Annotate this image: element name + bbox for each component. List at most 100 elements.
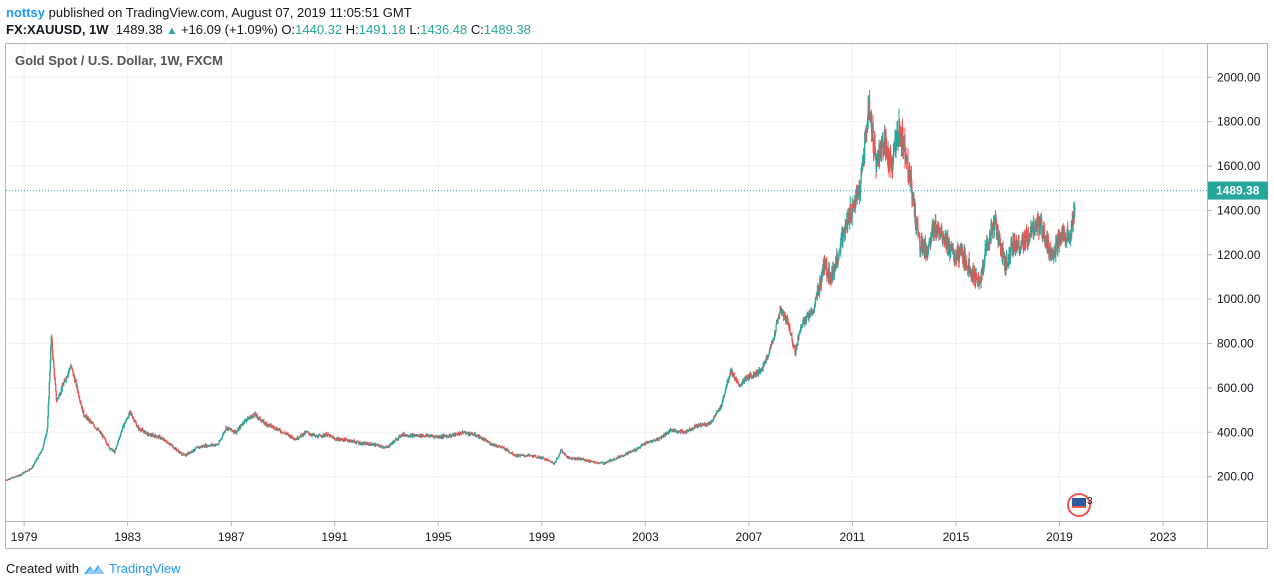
candle-body bbox=[196, 447, 198, 449]
candle-body bbox=[473, 433, 475, 436]
candle-body bbox=[444, 435, 446, 437]
candle-body bbox=[219, 440, 221, 442]
candle-body bbox=[896, 128, 899, 134]
candle-body bbox=[372, 443, 374, 445]
candle-body bbox=[1007, 257, 1010, 265]
author-name[interactable]: nottsy bbox=[6, 5, 45, 20]
tradingview-brand[interactable]: TradingView bbox=[108, 561, 181, 576]
candle-body bbox=[139, 429, 141, 431]
candle-body bbox=[558, 453, 561, 456]
candle-body bbox=[290, 435, 292, 438]
candle-body bbox=[47, 417, 49, 429]
high-value: 1491.18 bbox=[358, 22, 406, 37]
candle-body bbox=[904, 138, 906, 159]
candle-body bbox=[465, 432, 467, 434]
candle-body bbox=[630, 451, 632, 453]
candle-body bbox=[907, 156, 909, 174]
candle-body bbox=[93, 423, 95, 426]
candle-body bbox=[317, 437, 319, 439]
candle-body bbox=[371, 444, 373, 446]
candle-body bbox=[233, 430, 236, 433]
candle-body bbox=[499, 445, 501, 447]
candle-body bbox=[558, 455, 560, 457]
candle-body bbox=[479, 436, 481, 438]
x-tick-label: 1999 bbox=[528, 530, 555, 544]
candle-body bbox=[953, 249, 955, 255]
up-arrow-icon: ▲ bbox=[166, 25, 178, 37]
candle-body bbox=[914, 205, 917, 225]
candle-body bbox=[640, 446, 642, 448]
candle-body bbox=[374, 443, 376, 446]
candle-body bbox=[699, 423, 701, 427]
candle-body bbox=[133, 418, 135, 422]
candle-body bbox=[457, 433, 460, 435]
candle-body bbox=[344, 438, 347, 442]
candle-body bbox=[789, 325, 791, 334]
candle-body bbox=[927, 246, 929, 253]
candle-body bbox=[69, 368, 71, 370]
candle-body bbox=[660, 436, 663, 439]
candle-body bbox=[842, 229, 844, 247]
candle-body bbox=[755, 373, 757, 376]
candle-body bbox=[51, 340, 53, 351]
x-tick-label: 1983 bbox=[114, 530, 141, 544]
candle-body bbox=[58, 395, 60, 398]
candle-body bbox=[676, 430, 679, 433]
last-price-line-group: 1489.38 bbox=[6, 181, 1268, 200]
candle-body bbox=[892, 162, 894, 170]
candle-body bbox=[864, 141, 866, 160]
chart-frame bbox=[5, 43, 1268, 549]
candle-body bbox=[343, 438, 346, 440]
candle-body bbox=[537, 456, 539, 458]
candle-body bbox=[71, 367, 73, 370]
candle-body bbox=[1039, 220, 1041, 230]
candle-body bbox=[131, 416, 134, 419]
candle-body bbox=[445, 435, 448, 438]
candle-body bbox=[54, 378, 56, 385]
candle-body bbox=[135, 423, 138, 427]
candle-body bbox=[563, 452, 565, 455]
candle-body bbox=[485, 439, 487, 442]
candle-body bbox=[615, 458, 617, 460]
candle-body bbox=[274, 426, 276, 430]
candle-body bbox=[880, 145, 883, 157]
candle-body bbox=[874, 153, 877, 160]
candle-body bbox=[253, 414, 255, 418]
candle-body bbox=[770, 345, 772, 349]
candle-body bbox=[14, 476, 17, 478]
candle-body bbox=[79, 398, 81, 401]
last-price-label: 1489.38 bbox=[1216, 184, 1260, 198]
candle-body bbox=[999, 242, 1002, 250]
candle-body bbox=[694, 425, 696, 428]
candle-body bbox=[833, 270, 835, 277]
candle-body bbox=[968, 259, 970, 270]
candle-body bbox=[254, 412, 256, 416]
candle-body bbox=[935, 219, 937, 234]
candle-body bbox=[1057, 236, 1059, 252]
candle-body bbox=[673, 429, 676, 432]
candle-body bbox=[45, 435, 47, 438]
candle-body bbox=[974, 269, 976, 281]
candle-body bbox=[123, 423, 126, 427]
candle-body bbox=[671, 429, 673, 431]
candle-body bbox=[317, 435, 320, 438]
candle-body bbox=[519, 455, 521, 457]
candle-body bbox=[412, 434, 414, 438]
x-axis: 1979 1983 1987 1991 1995 1999 2003 2007 2011 2015… bbox=[11, 521, 1177, 544]
candle-body bbox=[828, 267, 830, 281]
candle-body bbox=[820, 275, 822, 286]
candle-body bbox=[813, 308, 815, 311]
candle-body bbox=[687, 430, 690, 432]
candle-body bbox=[553, 463, 556, 464]
candle-body bbox=[433, 435, 436, 438]
candle-body bbox=[850, 205, 852, 220]
y-tick-label: 1600.00 bbox=[1217, 159, 1261, 173]
y-tick-label: 1000.00 bbox=[1217, 292, 1261, 306]
candle-body bbox=[711, 420, 713, 422]
events-badge[interactable]: 3 bbox=[1067, 493, 1093, 517]
candle-body bbox=[775, 324, 777, 333]
candle-body bbox=[155, 434, 157, 437]
candle-body bbox=[869, 99, 871, 115]
candle-body bbox=[305, 431, 307, 434]
